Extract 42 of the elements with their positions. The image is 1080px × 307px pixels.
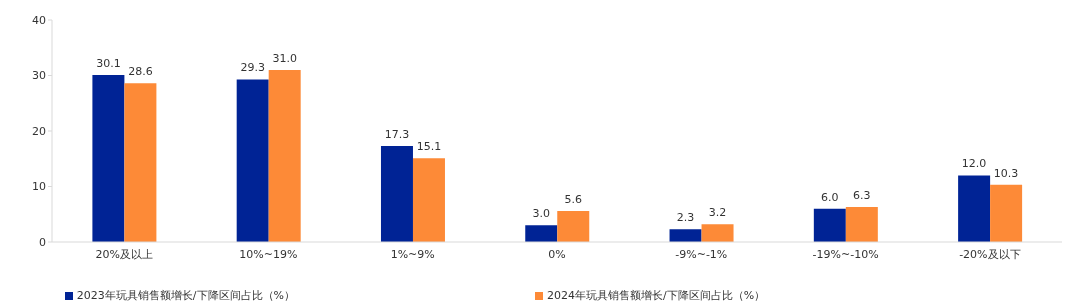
y-tick-label: 0 (39, 235, 46, 249)
data-label: 2.3 (676, 211, 695, 225)
x-tick-label: 20%及以上 (95, 247, 153, 261)
bar (958, 175, 991, 242)
bar (845, 207, 878, 242)
data-label: 3.2 (708, 206, 727, 220)
data-label: 12.0 (961, 157, 987, 171)
data-label: 30.1 (96, 56, 121, 70)
y-tick-label: 20 (32, 124, 46, 138)
data-label: 6.3 (853, 189, 871, 203)
bar (412, 158, 445, 242)
bar (990, 184, 1023, 242)
bar (557, 210, 590, 242)
data-label: 5.6 (564, 192, 583, 206)
x-tick-label: 10%~19% (239, 247, 298, 261)
data-label: 15.1 (416, 140, 442, 154)
y-tick-label: 30 (32, 69, 46, 83)
legend-label: 2023年玩具销售额增长/下降区间占比（%） (76, 289, 295, 302)
bar (813, 208, 846, 242)
x-tick-label: -20%及以下 (959, 247, 1021, 261)
bar (380, 145, 413, 242)
bar (669, 229, 702, 242)
x-tick-label: -19%~-10% (812, 247, 879, 261)
data-label: 31.0 (272, 51, 297, 65)
data-label: 28.6 (128, 65, 153, 79)
data-label: 29.3 (240, 61, 265, 75)
bar (92, 74, 125, 242)
y-tick-label: 40 (32, 13, 46, 27)
data-label: 10.3 (993, 166, 1019, 180)
bar (701, 224, 734, 242)
x-tick-label: -9%~-1% (675, 247, 728, 261)
bar (525, 225, 558, 242)
data-label: 3.0 (532, 207, 551, 221)
y-tick-label: 10 (32, 180, 46, 194)
legend-label: 2024年玩具销售额增长/下降区间占比（%） (547, 289, 766, 302)
x-tick-label: 0% (548, 247, 566, 261)
data-label: 6.0 (821, 190, 839, 204)
data-label: 17.3 (384, 127, 410, 141)
x-tick-label: 1%~9% (390, 247, 435, 261)
bar (268, 69, 301, 242)
bar (124, 83, 157, 242)
bar (236, 79, 269, 242)
